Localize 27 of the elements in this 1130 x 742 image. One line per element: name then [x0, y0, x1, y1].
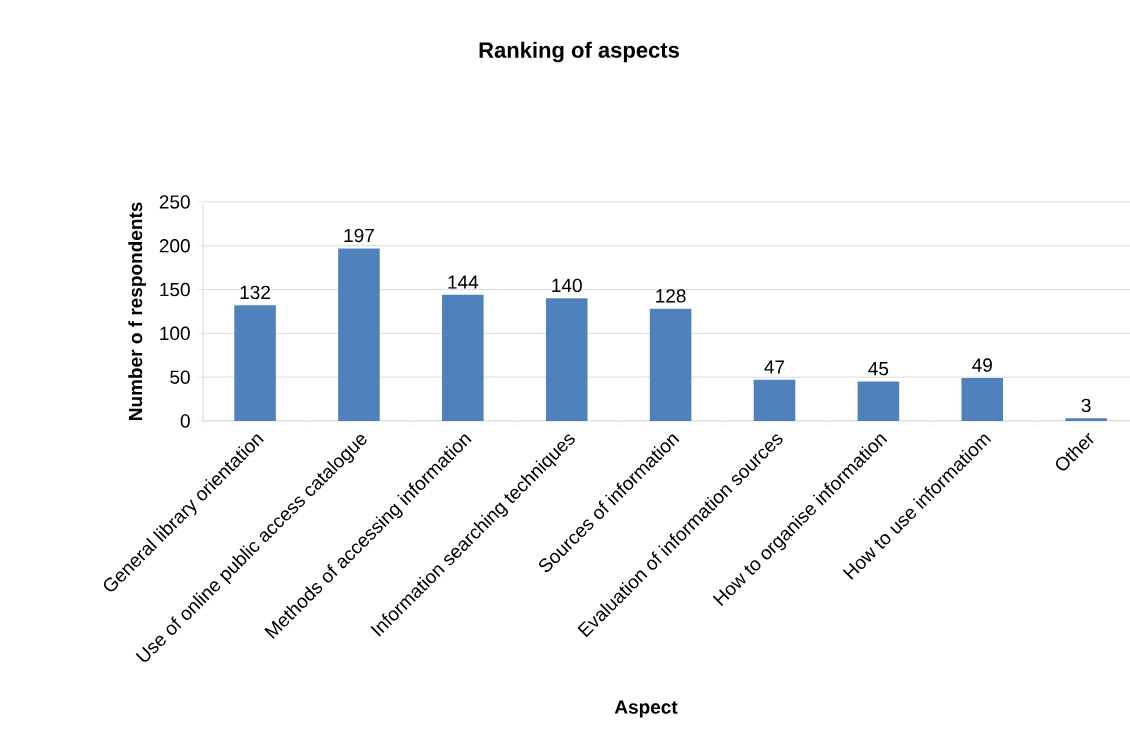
data-label: 49 — [972, 358, 992, 372]
data-label: 3 — [1081, 398, 1091, 413]
x-axis-title: Aspect — [614, 700, 678, 718]
y-tick-label: 250 — [159, 195, 190, 209]
y-tick-label: 100 — [160, 326, 190, 341]
y-tick-label: 0 — [180, 414, 190, 428]
data-label: 144 — [448, 275, 479, 289]
bar — [649, 308, 692, 421]
data-label: 197 — [344, 228, 374, 243]
y-tick-label: 200 — [159, 239, 190, 253]
bar — [442, 294, 484, 421]
data-label: 128 — [656, 289, 686, 303]
chart-title: Ranking of aspects — [479, 41, 679, 63]
bar — [545, 298, 588, 421]
data-label: 140 — [552, 278, 582, 293]
bar — [753, 379, 796, 421]
y-axis-title: Number o f respondents — [128, 202, 146, 420]
bar — [857, 381, 900, 421]
bar — [961, 378, 1004, 421]
data-label: 132 — [240, 285, 270, 300]
y-tick-label: 50 — [170, 370, 190, 384]
y-tick-label: 150 — [160, 282, 190, 297]
bar — [1065, 418, 1107, 421]
data-label: 45 — [868, 362, 889, 376]
bar — [338, 248, 380, 421]
data-label: 47 — [764, 360, 785, 374]
bar — [234, 305, 276, 421]
